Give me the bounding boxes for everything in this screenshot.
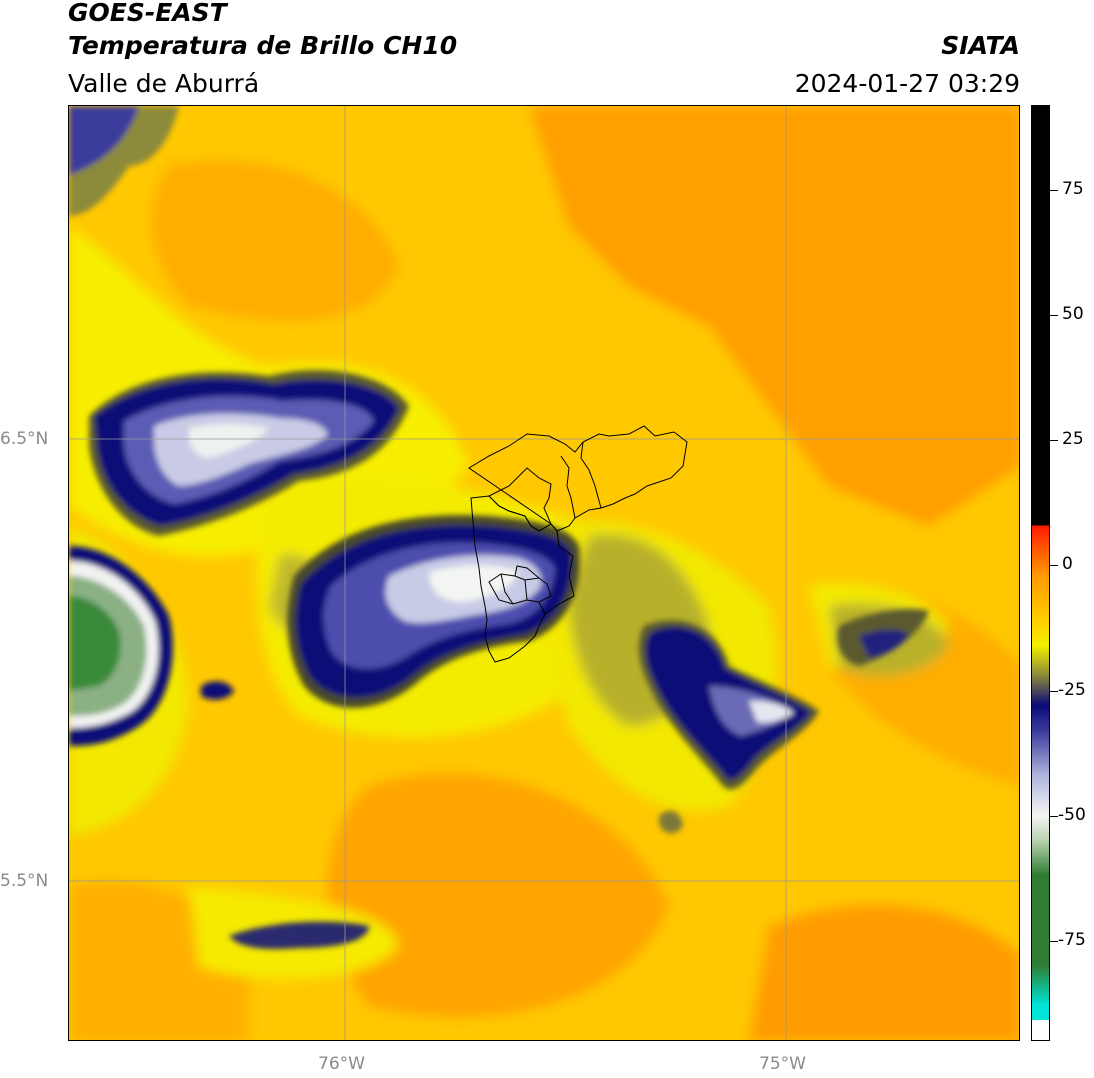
colorbar-tick-label: 0 (1062, 554, 1073, 575)
lon-label-76w: 76°W (318, 1054, 365, 1074)
brightness-temperature-field (69, 106, 1019, 1040)
region-label: Valle de Aburrá (68, 69, 260, 98)
colorbar-tick-mark (1050, 815, 1058, 817)
agency-label: SIATA (941, 31, 1020, 60)
colorbar-tick-mark (1050, 940, 1058, 942)
graticule (69, 106, 1019, 1040)
datetime-label: 2024-01-27 03:29 (794, 69, 1020, 98)
colorbar-tick-mark (1050, 690, 1058, 692)
colorbar-tick-label: 25 (1062, 429, 1084, 450)
colorbar-tick-mark (1050, 440, 1058, 442)
colorbar-tick-label: -50 (1058, 804, 1086, 825)
lat-label-5-5: 5.5°N (0, 871, 49, 891)
temperature-colorbar (1031, 105, 1050, 1041)
colorbar-tick-mark (1050, 190, 1058, 192)
colorbar-tick-label: -25 (1058, 679, 1086, 700)
colorbar-tick-label: 50 (1062, 304, 1084, 325)
lat-label-6-5: 6.5°N (0, 429, 49, 449)
lon-label-75w: 75°W (759, 1054, 806, 1074)
colorbar-tick-label: -75 (1058, 929, 1086, 950)
municipal-boundaries (468, 425, 688, 663)
satellite-title: GOES-EAST (68, 0, 227, 27)
product-title: Temperatura de Brillo CH10 (68, 31, 458, 60)
satellite-map (68, 105, 1020, 1041)
colorbar-tick-label: 75 (1062, 179, 1084, 200)
colorbar-tick-mark (1050, 565, 1058, 567)
colorbar-tick-mark (1050, 315, 1058, 317)
